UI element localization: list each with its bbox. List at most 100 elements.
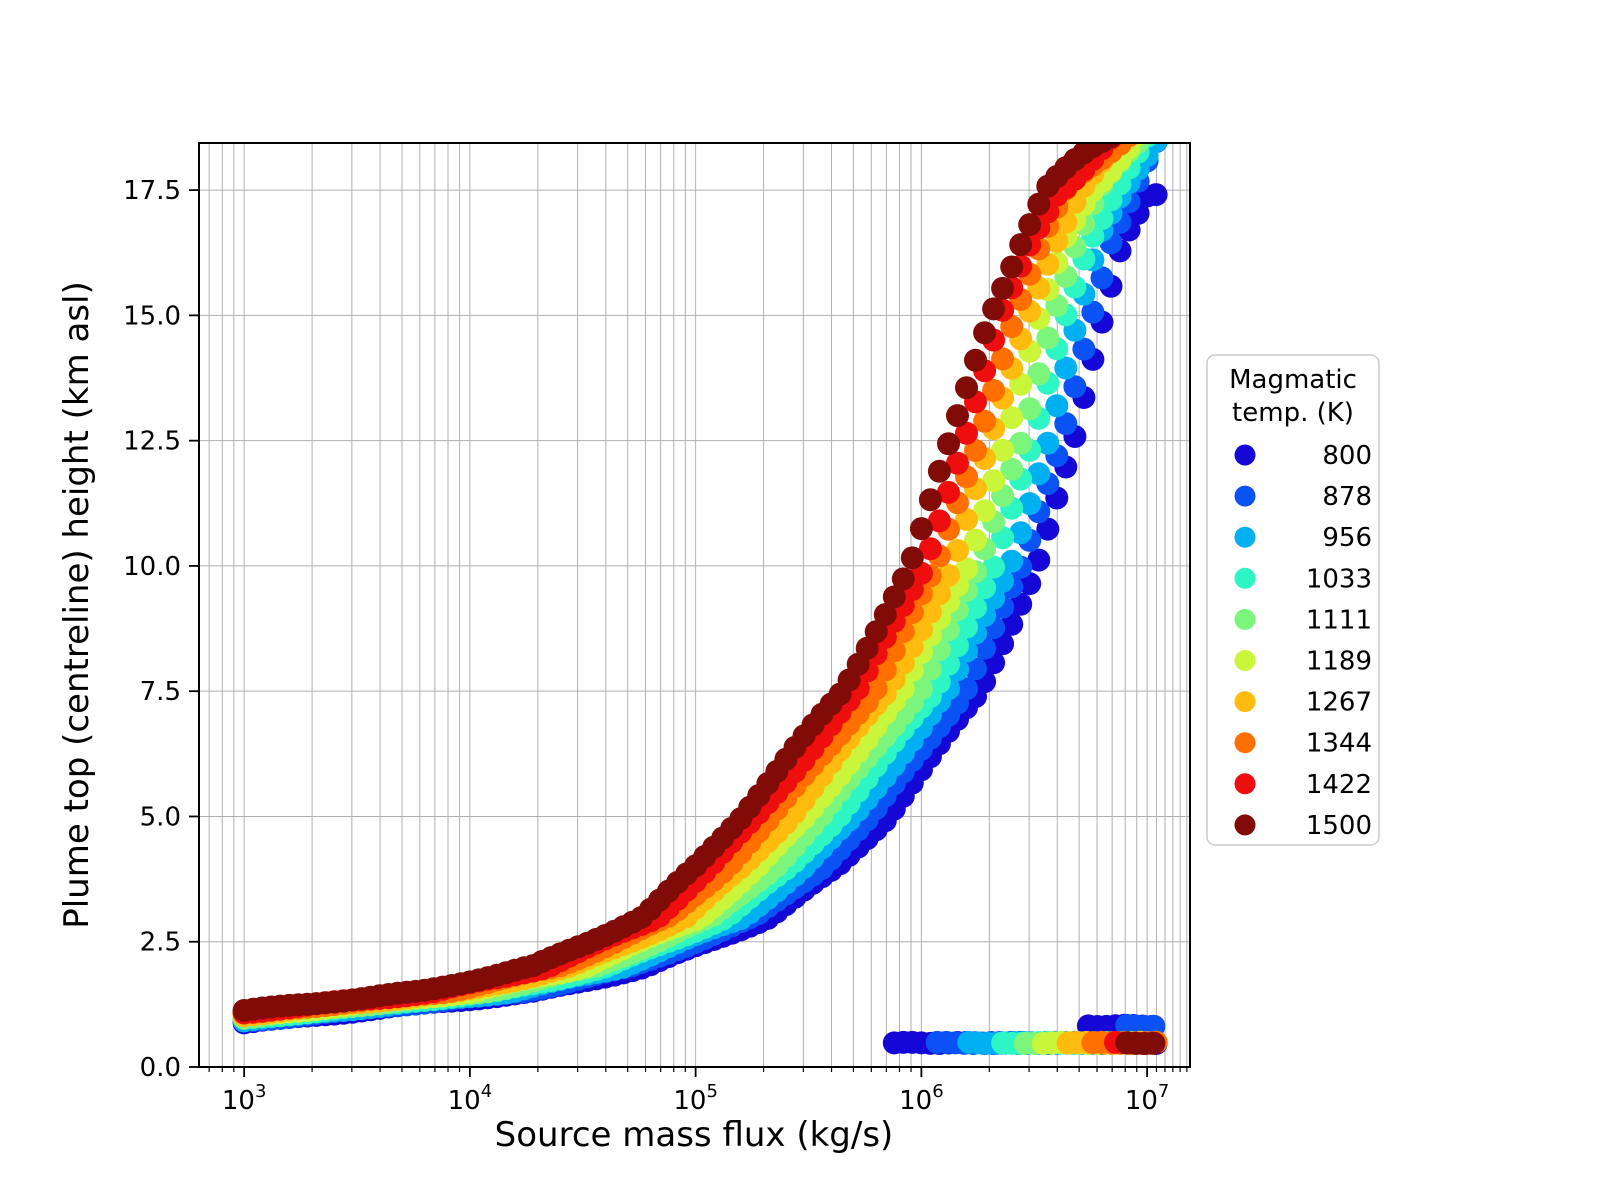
scatter-point	[1018, 492, 1042, 516]
y-tick-label: 2.5	[140, 928, 181, 958]
legend-label: 1422	[1306, 770, 1372, 800]
scatter-point	[1090, 266, 1114, 290]
scatter-point	[1145, 112, 1168, 135]
scatter-point	[891, 567, 915, 591]
scatter-point	[937, 480, 960, 504]
legend-marker-1422	[1234, 773, 1256, 795]
legend-marker-800	[1234, 444, 1256, 466]
scatter-point	[1000, 457, 1024, 481]
scatter-point	[1018, 397, 1042, 421]
scatter-point	[1009, 431, 1033, 455]
legend-label: 1033	[1306, 564, 1372, 594]
scatter-point	[991, 347, 1015, 371]
y-axis-label: Plume top (centreline) height (km asl)	[57, 281, 97, 929]
scatter-point	[1109, 120, 1132, 143]
scatter-point	[1027, 548, 1051, 572]
legend-marker-1267	[1234, 691, 1256, 713]
legend-marker-1033	[1234, 567, 1256, 589]
scatter-point	[946, 404, 969, 428]
scatter-point	[1036, 431, 1060, 455]
legend-marker-1111	[1234, 608, 1256, 630]
scatter-point	[927, 459, 951, 483]
scatter-point	[964, 657, 987, 681]
legend-marker-1500	[1234, 814, 1256, 836]
scatter-points-layer	[232, 110, 1168, 1055]
scatter-point	[918, 657, 942, 681]
scatter-point	[946, 451, 969, 475]
scatter-point	[1036, 326, 1060, 350]
scatter-point	[964, 348, 987, 372]
scatter-point	[973, 409, 997, 433]
legend-entry-956: 956	[1234, 523, 1372, 553]
y-tick-label: 0.0	[140, 1053, 181, 1083]
scatter-point	[964, 439, 987, 462]
x-tick-label: 103	[222, 1081, 267, 1116]
x-axis-label: Source mass flux (kg/s)	[495, 1115, 894, 1155]
legend-label: 1189	[1306, 647, 1372, 677]
scatter-point	[918, 537, 942, 561]
legend-entry-1422: 1422	[1234, 770, 1372, 800]
scatter-point	[1027, 192, 1051, 216]
scatter-point	[1000, 255, 1024, 279]
legend-entry-800: 800	[1234, 441, 1372, 471]
legend-entry-1267: 1267	[1234, 688, 1372, 718]
scatter-point	[937, 563, 960, 587]
scatter-point	[1009, 233, 1033, 257]
scatter-point	[927, 582, 951, 606]
scatter-point	[1009, 521, 1033, 545]
scatter-point	[864, 620, 888, 644]
legend-label: 1500	[1306, 811, 1372, 841]
legend-marker-878	[1234, 485, 1256, 507]
legend-entry-1033: 1033	[1234, 564, 1372, 594]
scatter-point	[964, 528, 987, 552]
y-tick-label: 7.5	[140, 677, 181, 707]
scatter-point	[973, 321, 997, 345]
scatter-point	[1136, 110, 1159, 133]
scatter-point	[982, 469, 1006, 493]
scatter-point	[1000, 549, 1024, 573]
scatter-point	[1000, 406, 1024, 430]
scatter-series-1500	[232, 114, 1166, 1055]
scatter-point	[927, 509, 951, 533]
scatter-point	[1144, 183, 1168, 207]
x-tick-label: 105	[673, 1081, 718, 1116]
scatter-point	[982, 379, 1006, 402]
scatter-point	[946, 539, 969, 562]
scatter-point	[982, 297, 1006, 321]
scatter-point	[909, 677, 933, 701]
scatter-point	[955, 677, 978, 701]
scatter-point	[955, 376, 978, 400]
scatter-point	[955, 557, 978, 581]
scatter-point	[1081, 300, 1105, 324]
scatter-point	[1063, 375, 1087, 399]
legend-entry-878: 878	[1234, 482, 1372, 512]
scatter-point	[1141, 143, 1153, 145]
scatter-point	[900, 546, 924, 570]
scatter-point	[1045, 394, 1069, 418]
scatter-point	[909, 618, 933, 642]
legend-label: 1267	[1306, 688, 1372, 718]
scatter-point	[1018, 213, 1042, 237]
legend-label: 800	[1322, 441, 1372, 471]
scatter-point-collapsed	[1142, 1031, 1166, 1055]
y-tick-label: 10.0	[123, 552, 181, 582]
scatter-point	[964, 596, 987, 620]
x-tick-label: 106	[899, 1081, 944, 1116]
legend-marker-956	[1234, 526, 1256, 548]
scatter-point	[909, 517, 933, 541]
scatter-point	[991, 276, 1015, 300]
scatter-point	[918, 488, 942, 512]
scatter-point	[918, 600, 942, 624]
scatter-point	[882, 585, 906, 609]
legend-marker-1189	[1234, 650, 1256, 671]
scatter-point	[955, 421, 978, 445]
scatter-point	[1054, 356, 1078, 380]
legend-label: 1344	[1306, 729, 1372, 759]
y-tick-label: 12.5	[123, 427, 181, 457]
scatter-point	[1118, 114, 1141, 137]
scatter-point	[937, 432, 960, 456]
scatter-point	[991, 438, 1015, 462]
scatter-point	[864, 677, 888, 701]
